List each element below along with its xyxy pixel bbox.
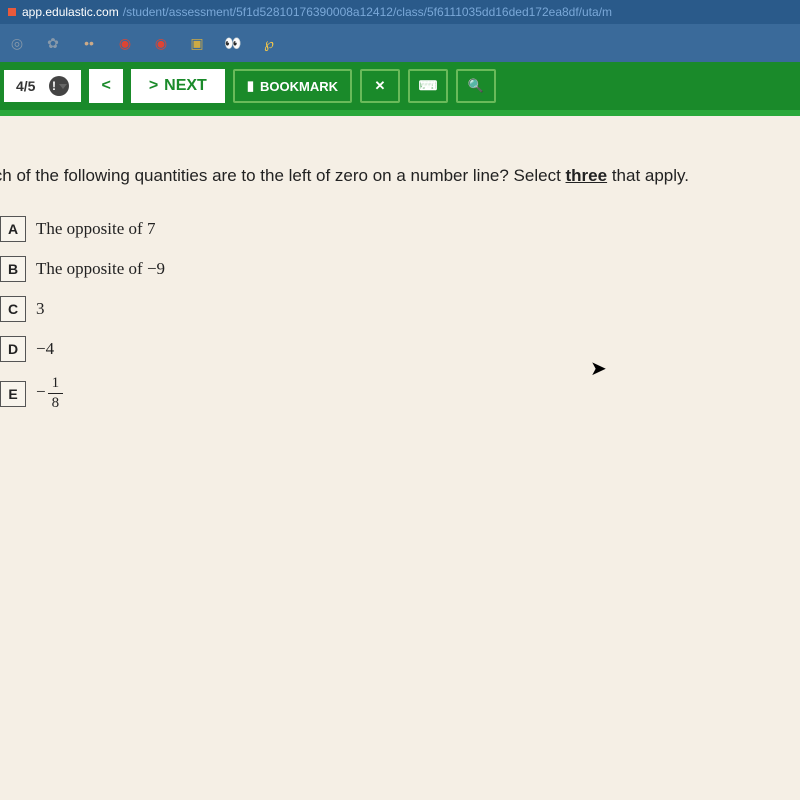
url-path: /student/assessment/5f1d52810176390008a1… — [123, 5, 612, 19]
url-domain: app.edulastic.com — [22, 5, 119, 19]
answer-option[interactable]: B The opposite of −9 — [0, 256, 800, 282]
denominator: 8 — [48, 394, 64, 411]
question-text: ich of the following quantities are to t… — [0, 166, 800, 216]
bookmark-label: BOOKMARK — [260, 79, 338, 94]
browser-address-bar: app.edulastic.com /student/assessment/5f… — [0, 0, 800, 24]
extension-icon[interactable]: ◉ — [116, 34, 134, 52]
progress-indicator: 4/5 ! — [4, 70, 81, 102]
question-content: ich of the following quantities are to t… — [0, 116, 800, 800]
fraction: 18 — [48, 376, 64, 411]
answer-option[interactable]: E −18 — [0, 376, 800, 411]
answer-letter: A — [0, 216, 26, 242]
answer-letter: E — [0, 381, 26, 407]
prev-button[interactable]: < — [89, 69, 122, 103]
answer-text: The opposite of 7 — [36, 219, 155, 239]
favicon — [8, 8, 16, 16]
next-arrow-icon: > — [149, 77, 158, 95]
answer-letter: C — [0, 296, 26, 322]
next-button[interactable]: > NEXT — [131, 69, 225, 103]
progress-text: 4/5 — [16, 78, 35, 94]
extension-icon[interactable]: ◎ — [8, 34, 26, 52]
answer-text: The opposite of −9 — [36, 259, 165, 279]
mouse-cursor: ➤ — [590, 356, 607, 381]
answer-text: −18 — [36, 376, 63, 411]
negative-sign: − — [36, 382, 46, 401]
answer-option[interactable]: A The opposite of 7 — [0, 216, 800, 242]
extension-icon[interactable]: •• — [80, 34, 98, 52]
search-icon: 🔍 — [468, 78, 484, 94]
answer-option[interactable]: D −4 — [0, 336, 800, 362]
bookmark-button[interactable]: ▮ BOOKMARK — [233, 69, 352, 103]
bookmark-icon: ▮ — [247, 78, 254, 94]
calculator-icon: ⌨ — [419, 78, 438, 94]
extension-icon[interactable]: ℘ — [260, 34, 278, 52]
question-emphasis: three — [566, 166, 608, 185]
answer-letter: B — [0, 256, 26, 282]
question-prefix: ich of the following quantities are to t… — [0, 166, 566, 185]
next-label: NEXT — [164, 77, 207, 95]
answer-letter: D — [0, 336, 26, 362]
answer-option[interactable]: C 3 — [0, 296, 800, 322]
answer-list: A The opposite of 7 B The opposite of −9… — [0, 216, 800, 411]
browser-extensions-bar: ◎ ✿ •• ◉ ◉ ▣ 👀 ℘ — [0, 24, 800, 62]
info-badge[interactable]: ! — [49, 76, 69, 96]
extension-icon[interactable]: ◉ — [152, 34, 170, 52]
extension-icon[interactable]: ✿ — [44, 34, 62, 52]
question-suffix: that apply. — [607, 166, 689, 185]
extension-icon[interactable]: ▣ — [188, 34, 206, 52]
answer-text: −4 — [36, 339, 54, 359]
close-icon: ✕ — [375, 78, 386, 94]
numerator: 1 — [48, 376, 64, 394]
assessment-toolbar: 4/5 ! < > NEXT ▮ BOOKMARK ✕ ⌨ 🔍 — [0, 62, 800, 110]
search-button[interactable]: 🔍 — [456, 69, 496, 103]
close-button[interactable]: ✕ — [360, 69, 400, 103]
calculator-button[interactable]: ⌨ — [408, 69, 448, 103]
extension-icon[interactable]: 👀 — [224, 34, 242, 52]
answer-text: 3 — [36, 299, 45, 319]
